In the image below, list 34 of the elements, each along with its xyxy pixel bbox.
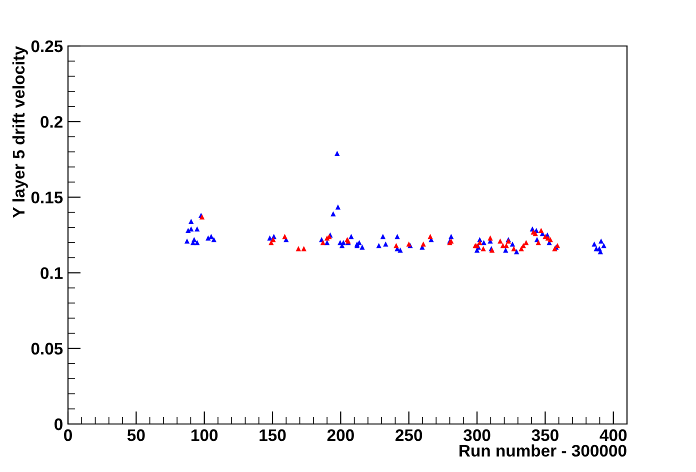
y-tick-label: 0.15: [31, 192, 63, 204]
point: [488, 235, 493, 241]
x-tick-label: 350: [532, 429, 558, 442]
y-axis-title: Y layer 5 drift velocity: [12, 46, 28, 218]
point: [498, 238, 503, 244]
point: [511, 246, 516, 252]
x-tick-label: 400: [600, 429, 627, 442]
x-tick-label: 300: [464, 429, 490, 442]
y-tick-label: 0.2: [40, 116, 62, 128]
point: [268, 240, 274, 246]
point: [536, 240, 541, 246]
point: [282, 234, 288, 240]
x-axis-title: Run number - 300000: [460, 444, 626, 457]
point: [548, 236, 553, 242]
point: [538, 228, 544, 234]
point: [320, 240, 326, 246]
point: [524, 240, 529, 246]
point: [394, 242, 399, 248]
y-tick-label: 0.25: [31, 40, 63, 52]
y-tick-label: 0.05: [31, 342, 63, 355]
y-tick-label: 0: [54, 418, 62, 430]
x-tick-label: 0: [64, 429, 72, 442]
point: [420, 241, 426, 247]
point: [301, 246, 306, 252]
x-tick-label: 200: [327, 429, 354, 442]
x-tick-label: 100: [191, 429, 218, 442]
x-tick-label: 50: [127, 429, 145, 442]
point: [296, 246, 302, 252]
y-tick-label: 0.1: [40, 267, 63, 280]
point: [477, 240, 482, 246]
x-tick-label: 150: [260, 429, 286, 442]
point: [480, 246, 486, 252]
point: [428, 234, 433, 240]
x-tick-label: 250: [396, 429, 422, 442]
